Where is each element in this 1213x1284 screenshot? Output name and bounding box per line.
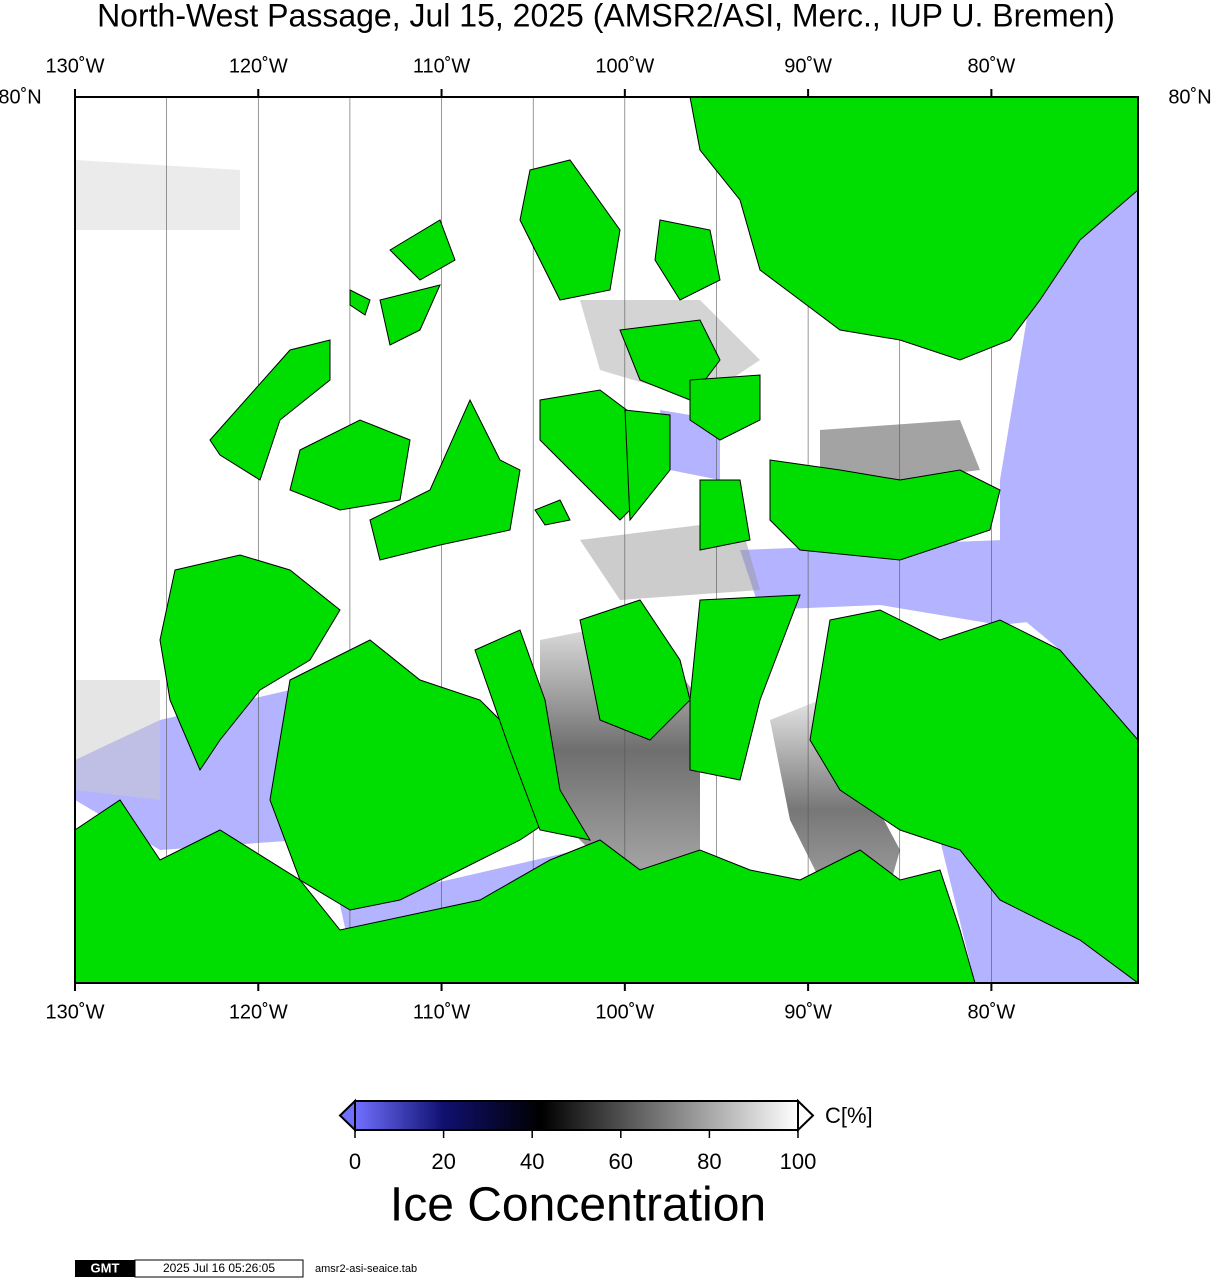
lon-label-bottom: 80˚W (967, 1001, 1015, 1023)
colorbar-tick-label: 100 (780, 1149, 817, 1174)
timestamp: 2025 Jul 16 05:26:05 (163, 1261, 275, 1275)
colorbar-tick-label: 20 (431, 1149, 455, 1174)
lon-label-bottom: 120˚W (229, 1001, 288, 1023)
colorbar-tick-label: 0 (349, 1149, 361, 1174)
lon-label-top: 100˚W (595, 55, 654, 77)
land (75, 97, 1138, 983)
colorbar-tick-label: 40 (520, 1149, 544, 1174)
colorbar-tick-label: 60 (609, 1149, 633, 1174)
colorbar-over-triangle (797, 1098, 815, 1133)
colorbar-tick-label: 80 (697, 1149, 721, 1174)
lon-label-bottom: 90˚W (784, 1001, 832, 1023)
map-frame (74, 96, 1139, 984)
map-area (75, 97, 1138, 983)
colorbar: C[%] Ice Concentration 0 20 40 60 80 100 (338, 1098, 873, 1232)
gmt-logo-box (75, 1260, 135, 1277)
lat-label: 80˚N (1168, 86, 1211, 108)
colorbar-gradient (354, 1100, 799, 1131)
lat-label: 80˚N (0, 86, 42, 108)
map-title: North-West Passage, Jul 15, 2025 (AMSR2/… (97, 0, 1115, 33)
lon-label-top: 80˚W (967, 55, 1015, 77)
lon-label-top: 90˚W (784, 55, 832, 77)
footer: GMT 2025 Jul 16 05:26:05 amsr2-asi-seaic… (75, 1259, 417, 1278)
lon-label-top: 110˚W (413, 55, 471, 77)
lon-label-top: 130˚W (46, 55, 105, 77)
lon-label-top: 120˚W (229, 55, 288, 77)
colorbar-under-triangle (338, 1098, 356, 1133)
colorbar-title: Ice Concentration (390, 1179, 766, 1232)
lon-label-bottom: 100˚W (595, 1001, 654, 1023)
file-name: amsr2-asi-seaice.tab (315, 1263, 417, 1275)
gmt-logo: GMT (91, 1260, 120, 1275)
lon-label-bottom: 110˚W (413, 1001, 471, 1023)
timestamp-box (134, 1259, 304, 1278)
lon-label-bottom: 130˚W (46, 1001, 105, 1023)
colorbar-unit: C[%] (825, 1103, 873, 1128)
